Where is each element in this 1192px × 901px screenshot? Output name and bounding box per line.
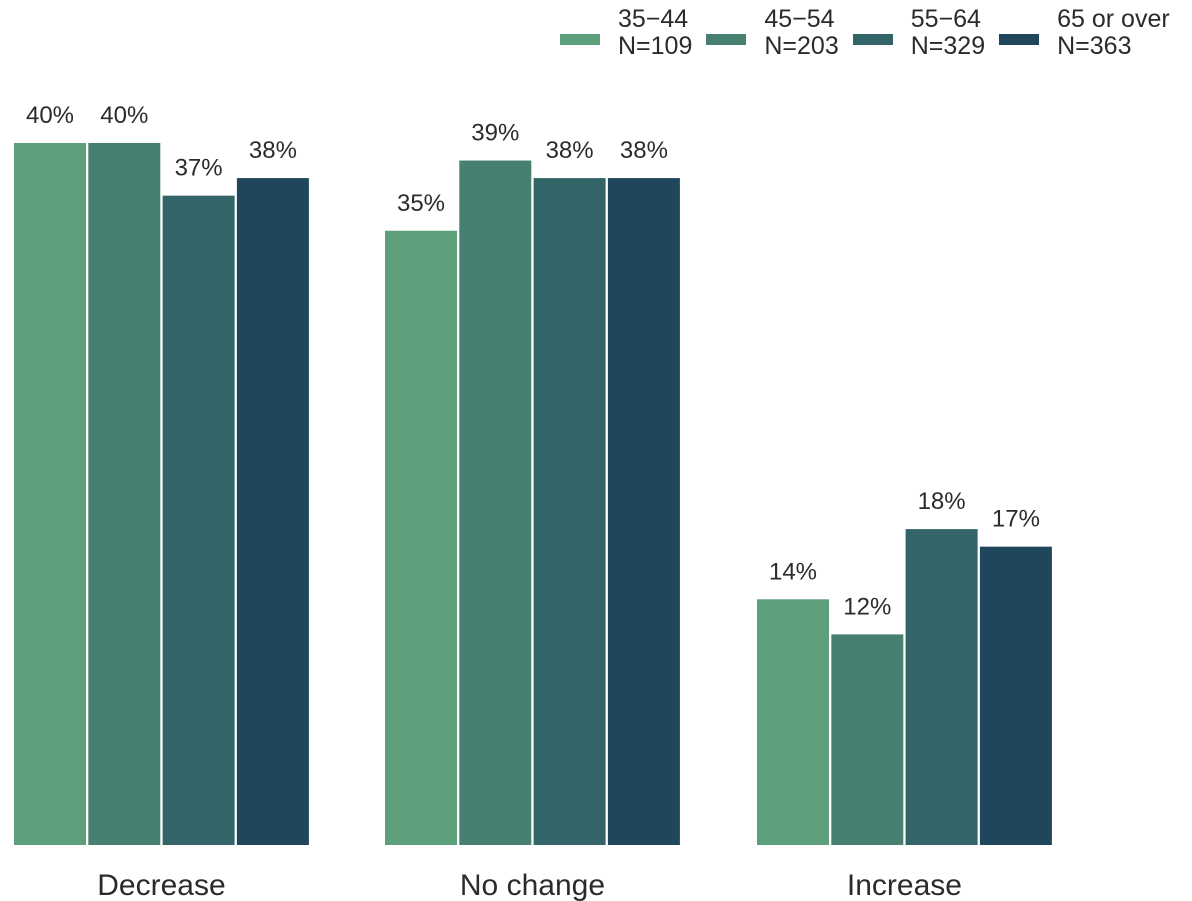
bar-value-label: 17% [992,506,1040,533]
legend-item-35-44: 35−44 N=109 [560,6,692,60]
legend-label: 65 or over N=363 [1057,6,1170,60]
chart-legend: 35−44 N=109 45−54 N=203 55−64 N=329 65 o… [560,6,1184,60]
bar-value-label: 40% [26,102,74,129]
bar-value-label: 18% [918,488,966,515]
legend-series-n: N=363 [1057,32,1132,60]
legend-series-name: 55−64 [910,5,981,33]
legend-item-65-or-over: 65 or over N=363 [999,6,1170,60]
bar-no-change-series-2 [533,178,606,846]
bar-no-change-series-0 [385,230,457,845]
legend-series-n: N=109 [618,32,693,60]
legend-series-name: 65 or over [1057,5,1170,33]
bar-value-label: 12% [843,593,891,620]
legend-item-45-54: 45−54 N=203 [706,6,839,60]
legend-swatch [706,34,747,45]
bar-decrease-series-0 [14,143,86,845]
bar-decrease-series-1 [88,143,161,845]
bar-value-label: 40% [100,102,148,129]
x-tick-label: Increase [847,869,962,901]
bar-increase-series-0 [757,599,829,845]
bar-value-label: 38% [249,137,297,164]
legend-series-n: N=329 [910,32,986,60]
legend-swatch [999,34,1040,45]
bar-increase-series-1 [831,634,904,845]
x-tick-label: No change [460,869,605,901]
legend-swatch [560,34,600,45]
bar-value-label: 14% [769,558,817,585]
bar-no-change-series-1 [459,160,532,846]
bar-value-label: 35% [397,190,445,217]
legend-series-name: 45−54 [764,5,835,33]
legend-label: 35−44 N=109 [618,6,692,60]
bar-value-label: 39% [471,120,519,147]
bar-increase-series-3 [979,546,1052,845]
legend-label: 45−54 N=203 [764,6,838,60]
bar-value-label: 37% [175,155,223,182]
bar-no-change-series-3 [607,178,680,846]
bar-decrease-series-2 [162,195,235,845]
x-tick-label: Decrease [97,869,225,901]
legend-series-n: N=203 [764,32,839,60]
bar-value-label: 38% [620,137,668,164]
legend-item-55-64: 55−64 N=329 [852,6,985,60]
bar-decrease-series-3 [236,178,309,846]
bar-increase-series-2 [905,529,978,845]
legend-label: 55−64 N=329 [911,6,985,60]
legend-swatch [852,34,893,45]
bar-value-label: 38% [546,137,594,164]
legend-series-name: 35−44 [618,5,689,33]
